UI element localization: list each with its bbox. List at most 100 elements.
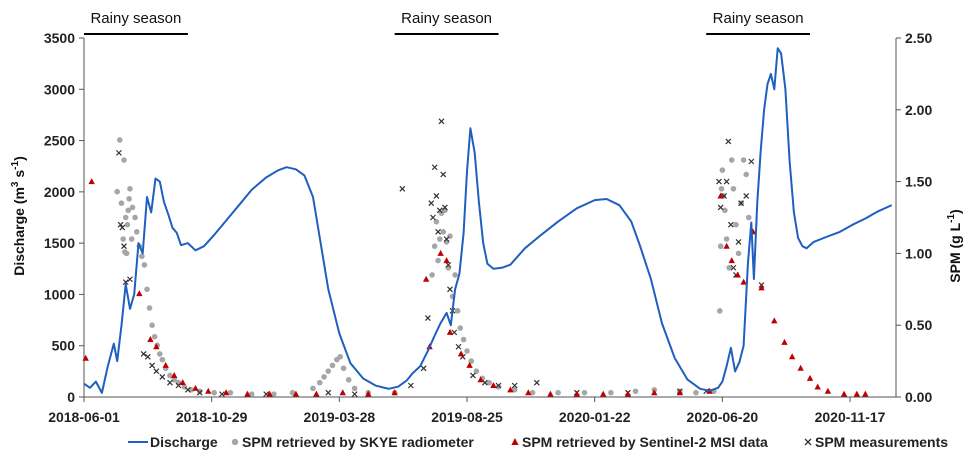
discharge-line: [83, 47, 893, 394]
x-tick-label: 2019-03-28: [304, 409, 376, 425]
msi-point: [840, 390, 848, 397]
measurement-point: [153, 368, 160, 375]
measurement-point: [441, 204, 448, 211]
msi-point: [717, 192, 724, 199]
y-right-tick-label: 1.50: [905, 174, 932, 190]
skye-point: [121, 157, 127, 163]
msi-point: [728, 257, 735, 264]
msi-point: [806, 374, 814, 381]
y-right-tick-label: 0.00: [905, 389, 932, 405]
skye-point: [321, 374, 327, 380]
skye-point: [728, 157, 735, 163]
msi-point: [88, 178, 95, 185]
x-tick-label: 2018-10-29: [176, 409, 248, 425]
msi-point: [391, 389, 398, 396]
msi-point: [525, 389, 532, 396]
skye-point: [171, 376, 178, 383]
measurement-point: [140, 350, 147, 357]
msi-point: [244, 390, 251, 397]
skye-point: [248, 391, 255, 397]
skye-point: [127, 185, 133, 192]
measurement-point: [481, 379, 488, 386]
y-left-tick-label: 3500: [44, 30, 75, 46]
x-tick-label: 2020-06-20: [687, 409, 759, 425]
series-discharge: [83, 47, 893, 394]
x-tick-label: 2018-06-01: [48, 409, 120, 425]
msi-point: [853, 390, 861, 397]
measurement-point: [743, 193, 750, 199]
skye-point: [442, 207, 448, 214]
measurement-point: [438, 118, 445, 125]
skye-point: [118, 200, 125, 206]
measurement-point: [122, 279, 129, 286]
measurement-point: [119, 224, 126, 231]
measurement-point: [175, 382, 182, 389]
skye-point: [435, 257, 441, 264]
skye-point: [440, 229, 446, 235]
skye-point: [126, 196, 132, 202]
series-skye: [114, 137, 752, 397]
measurement-point: [735, 238, 742, 245]
msi-point: [797, 364, 804, 371]
measurement-point: [325, 389, 332, 396]
legend-swatch-skye: [231, 438, 239, 446]
measurement-point: [424, 315, 431, 321]
x-tick-label: 2019-08-25: [431, 409, 503, 425]
skye-point: [431, 243, 438, 250]
msi-point: [266, 390, 273, 397]
measurement-point: [443, 236, 450, 242]
skye-point: [196, 388, 203, 395]
skye-point: [337, 353, 343, 360]
skye-point: [581, 389, 588, 396]
measurement-point: [431, 164, 438, 171]
y-left-tick-label: 2000: [44, 184, 75, 200]
y-right-ticks: 0.00 0.50 1.00 1.50 2.00 2.50: [896, 30, 932, 405]
msi-point: [600, 390, 607, 397]
msi-point: [222, 389, 230, 396]
skye-point: [436, 236, 443, 242]
measurement-point: [115, 149, 122, 156]
y-right-axis-title: SPM (g L-1): [946, 209, 963, 282]
rainy-season-label: Rainy season: [90, 10, 181, 27]
measurement-point: [470, 372, 476, 379]
skye-point: [457, 325, 464, 331]
skye-point: [316, 379, 323, 386]
skye-point: [167, 372, 173, 379]
measurement-point: [435, 228, 442, 235]
msi-point: [814, 383, 821, 390]
rainy-season-label: Rainy season: [401, 10, 492, 27]
y-left-tick-label: 1000: [44, 286, 75, 302]
msi-point: [339, 389, 346, 396]
skye-point: [452, 272, 458, 278]
msi-point: [82, 354, 89, 361]
measurement-point: [440, 171, 447, 178]
skye-point: [719, 167, 726, 173]
skye-point: [608, 389, 614, 396]
msi-point: [162, 361, 169, 368]
msi-point: [153, 343, 160, 350]
rainy-season-label: Rainy season: [713, 10, 804, 27]
measurement-point: [725, 138, 732, 145]
skye-point: [124, 221, 131, 228]
measurement-point: [218, 391, 225, 398]
skye-point: [433, 219, 440, 225]
legend-swatch-measurements: [804, 438, 812, 446]
measurement-point: [738, 200, 745, 207]
legend-swatch-msi: [511, 438, 519, 445]
skye-point: [723, 236, 730, 242]
msi-point: [771, 317, 778, 324]
msi-point: [192, 384, 199, 391]
measurement-point: [716, 178, 722, 185]
measurement-point: [717, 204, 724, 211]
measurement-point: [727, 221, 734, 228]
skye-point: [745, 214, 752, 221]
y-right-tick-label: 2.00: [905, 102, 932, 118]
msi-point: [457, 350, 465, 357]
skye-point: [726, 264, 732, 271]
skye-point: [555, 389, 561, 396]
skye-point: [733, 221, 739, 228]
msi-point: [179, 379, 186, 386]
msi-point: [147, 336, 154, 343]
axis-layer: [83, 38, 897, 398]
